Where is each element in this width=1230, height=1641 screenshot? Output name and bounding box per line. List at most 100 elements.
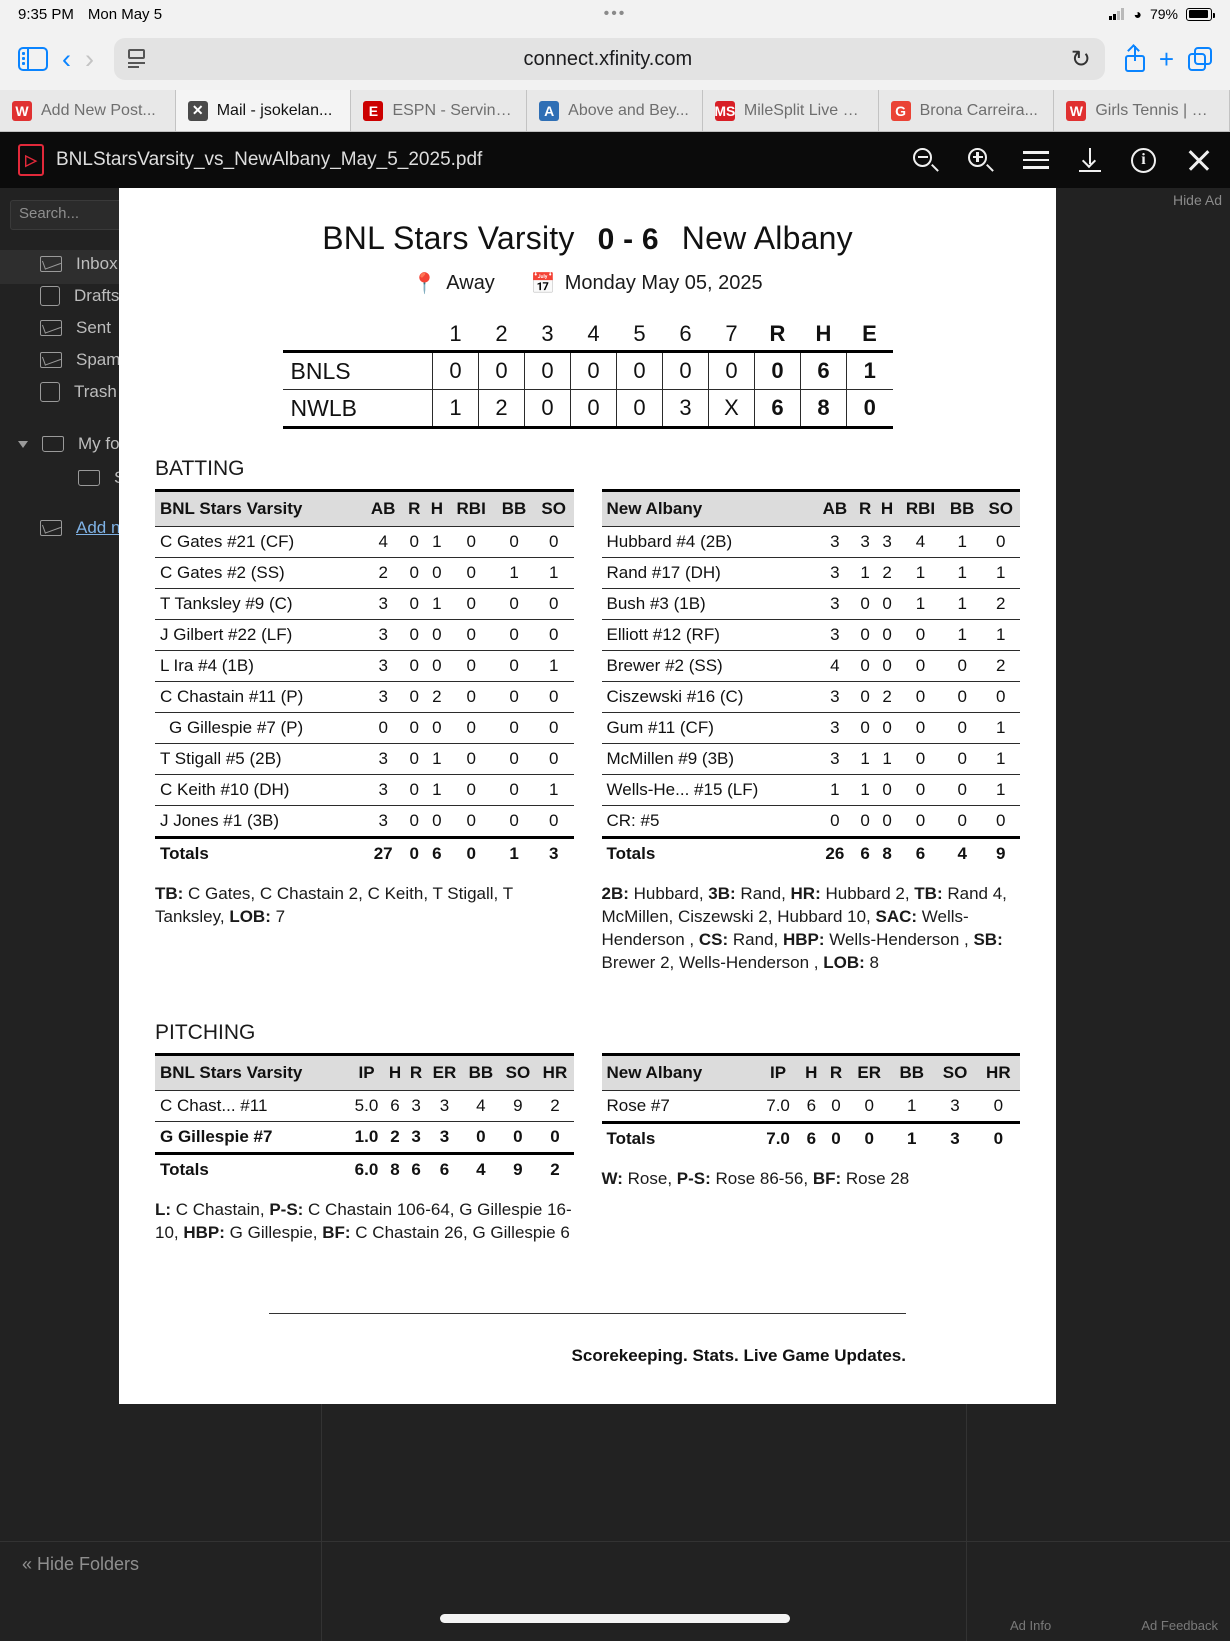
stat-so: 2	[981, 650, 1020, 682]
stat-h: 1	[425, 526, 449, 558]
stat-column-header: SO	[981, 489, 1020, 527]
stat-h: 0	[425, 712, 449, 744]
stat-r: 0	[402, 805, 426, 839]
stat-so: 1	[981, 774, 1020, 806]
stat-rbi: 4	[898, 526, 943, 558]
browser-tab[interactable]: E ESPN - Serving...	[351, 90, 528, 131]
folder-label: Spam	[76, 350, 121, 369]
ad-feedback-link[interactable]: Ad Feedback	[1141, 1618, 1218, 1633]
stat-r: 0	[823, 1090, 849, 1124]
folder-item-trash[interactable]: Trash	[40, 382, 117, 402]
stat-r: 0	[402, 619, 426, 651]
stat-r: 1	[854, 557, 877, 589]
stat-ab: 4	[363, 526, 403, 558]
summary-header: H	[815, 321, 832, 346]
browser-tab[interactable]: ✕ Mail - jsokelan...	[175, 90, 352, 131]
stat-r: 0	[854, 712, 877, 744]
folder-item-my-folders[interactable]: My fol	[18, 434, 123, 454]
sidebar-icon[interactable]	[18, 47, 48, 71]
browser-tab[interactable]: MS MileSplit Live R...	[702, 90, 879, 131]
stat-row: C Keith #10 (DH) 3 0 1 0 0 1	[155, 774, 574, 806]
hide-folders-button[interactable]: « Hide Folders	[22, 1554, 140, 1574]
home-indicator[interactable]	[440, 1614, 790, 1623]
browser-tab[interactable]: A Above and Bey...	[527, 90, 703, 131]
player-name: CR: #5	[601, 805, 816, 839]
zoom-out-icon[interactable]	[913, 147, 939, 173]
reload-icon[interactable]: ↻	[1070, 45, 1091, 73]
close-icon[interactable]	[1186, 147, 1212, 173]
add-folder-link[interactable]: Add n	[40, 518, 120, 538]
ad-pane: Hide Ad	[967, 188, 1230, 1641]
inning-runs: 0	[616, 350, 663, 390]
home-batting-notes: 2B: Hubbard, 3B: Rand, HR: Hubbard 2, TB…	[601, 884, 1007, 972]
forward-button[interactable]: ›	[85, 43, 94, 74]
download-icon[interactable]	[1079, 148, 1101, 172]
share-icon[interactable]	[1124, 44, 1145, 72]
stat-so: 0	[533, 681, 574, 713]
away-batting-table: BNL Stars Varsity AB R H RBI BB SO C Gates #21 …	[155, 489, 574, 869]
stat-so: 3	[933, 1090, 977, 1124]
footer-divider	[269, 1313, 906, 1314]
folder-item-drafts[interactable]: Drafts	[40, 286, 119, 306]
stat-column-header: HR	[536, 1052, 574, 1091]
folder-item-spam[interactable]: Spam	[40, 350, 120, 370]
browser-tab[interactable]: W Girls Tennis | W...	[1054, 90, 1230, 131]
stat-hr: 0	[976, 1090, 1020, 1124]
stat-column-header: BB	[462, 1052, 500, 1091]
tab-overview-icon[interactable]	[1188, 47, 1212, 71]
stat-rbi: 0	[448, 557, 495, 589]
total-bb: 4	[476, 1159, 486, 1179]
mail-search-input[interactable]: Search...	[10, 200, 130, 230]
ad-info-link[interactable]: Ad Info	[1010, 1618, 1052, 1633]
totals-row: Totals 7.0 6 0 0 1 3 0	[602, 1122, 1021, 1154]
chevron-down-icon[interactable]	[18, 440, 28, 448]
zoom-in-icon[interactable]	[968, 147, 994, 173]
stat-ab: 3	[815, 588, 855, 620]
battery-icon	[1186, 7, 1215, 21]
info-icon[interactable]: i	[1131, 147, 1156, 173]
inning-header: 2	[495, 321, 508, 346]
stat-bb: 0	[494, 743, 534, 775]
linescore-table: 1 2 3 4 5 6 7 R H E BNLS 0 0 0 0 0 0 0 0 6 1 NWLB 1 2 0 0 0 3 X 6 8 0	[282, 318, 893, 429]
folder-icon	[78, 470, 100, 486]
menu-icon[interactable]	[1023, 151, 1049, 169]
player-name: Rose #7	[601, 1090, 758, 1124]
envelope-icon	[40, 256, 62, 272]
stat-row: Bush #3 (1B) 3 0 0 1 1 2	[601, 588, 1020, 620]
stat-ab: 3	[363, 650, 403, 682]
add-folder-label: Add n	[76, 518, 121, 537]
browser-tab[interactable]: W Add New Post...	[0, 90, 176, 131]
stat-h: 0	[425, 619, 449, 651]
linescore-row: BNLS 0 0 0 0 0 0 0 0 6 1	[282, 350, 893, 390]
multitask-dots-icon[interactable]: •••	[603, 5, 627, 22]
player-name: McMillen #9 (3B)	[601, 743, 816, 775]
reader-view-icon[interactable]	[128, 49, 145, 69]
tab-label: Mail - jsokelan...	[216, 101, 333, 119]
stat-rbi: 1	[898, 588, 943, 620]
away-pitching-notes: L: C Chastain, P-S: C Chastain 106-64, G…	[155, 1199, 572, 1242]
team-column-header: BNL Stars Varsity	[155, 489, 364, 527]
total-hr: 2	[550, 1159, 560, 1179]
browser-tab[interactable]: G Brona Carreira...	[878, 90, 1055, 131]
stat-row: Ciszewski #16 (C) 3 0 2 0 0 0	[601, 681, 1020, 713]
back-button[interactable]: ‹	[62, 43, 71, 74]
inning-runs: 0	[662, 350, 709, 390]
folder-item-inbox[interactable]: Inbox	[40, 254, 118, 274]
stat-bb: 0	[942, 774, 982, 806]
team-column-header: New Albany	[601, 1052, 758, 1091]
player-name: C Keith #10 (DH)	[155, 774, 364, 806]
stat-column-header: R	[854, 489, 877, 527]
hide-ad-link[interactable]: Hide Ad	[1172, 192, 1222, 208]
stat-bb: 0	[494, 650, 534, 682]
address-bar[interactable]: connect.xfinity.com ↻	[114, 38, 1105, 80]
total-ip: 7.0	[766, 1128, 790, 1148]
folder-item-sent[interactable]: Sent	[40, 318, 111, 338]
total-hr: 0	[993, 1128, 1004, 1148]
tab-label: Brona Carreira...	[919, 101, 1038, 119]
game-location: Away	[446, 272, 495, 294]
stat-r: 0	[854, 805, 877, 839]
stat-row: Elliott #12 (RF) 3 0 0 0 1 1	[601, 619, 1020, 651]
new-tab-button[interactable]: +	[1158, 43, 1174, 74]
stat-r: 0	[402, 588, 426, 620]
inning-header: 5	[633, 321, 646, 346]
